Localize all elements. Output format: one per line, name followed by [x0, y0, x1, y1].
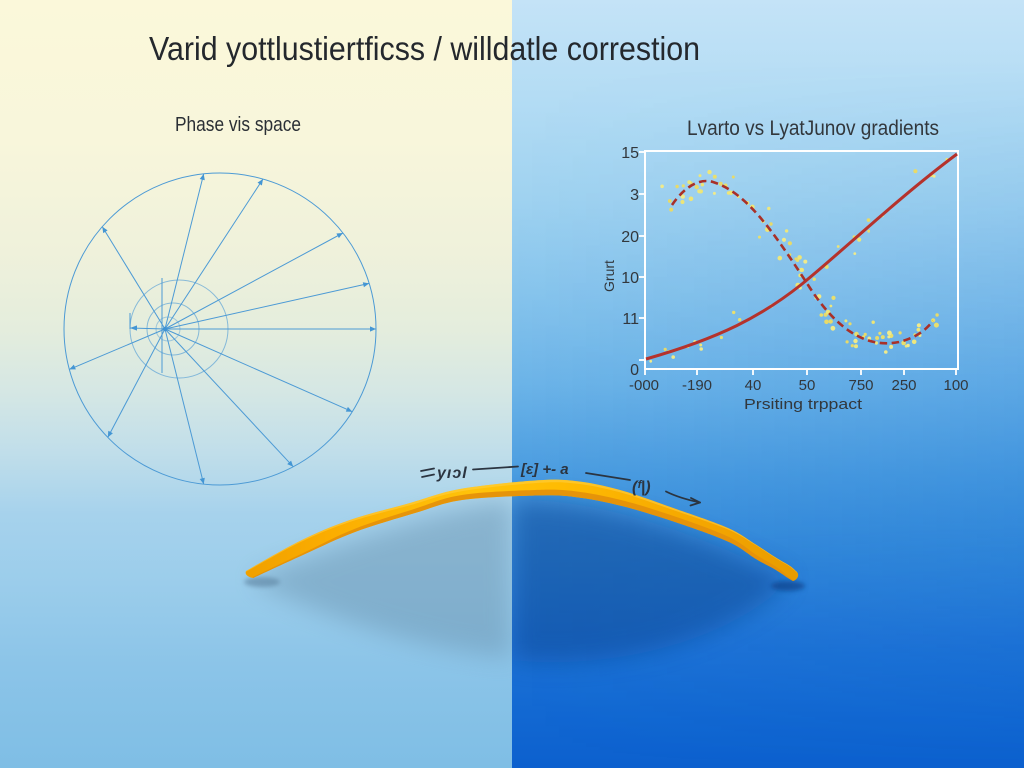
svg-text:Phase vis space: Phase vis space [175, 114, 301, 136]
svg-text:Lvarto vs LyatJunov gradients: Lvarto vs LyatJunov gradients [687, 117, 939, 140]
svg-text:50: 50 [799, 377, 816, 394]
svg-text:10: 10 [621, 270, 639, 287]
svg-text:-190: -190 [682, 377, 712, 394]
svg-text:40: 40 [745, 377, 762, 394]
svg-text:11: 11 [622, 311, 639, 328]
svg-text:Varid yottlustiertficss / will: Varid yottlustiertficss / willdatle corr… [149, 30, 700, 67]
svg-text:(ᶠ|): (ᶠ|) [632, 479, 651, 496]
svg-text:3: 3 [630, 187, 639, 204]
svg-text:Grurt: Grurt [601, 260, 617, 292]
svg-text:Prsiting trppact: Prsiting trppact [744, 396, 863, 413]
svg-text:750: 750 [848, 377, 873, 394]
svg-text:15: 15 [621, 145, 639, 162]
svg-text:[ɛ] +- a: [ɛ] +- a [520, 461, 569, 478]
svg-text:0: 0 [630, 362, 639, 379]
svg-text:20: 20 [621, 229, 639, 246]
svg-text:-000: -000 [629, 377, 659, 394]
svg-text:100: 100 [943, 377, 968, 394]
svg-text:yıɔl: yıɔl [436, 465, 468, 482]
svg-text:250: 250 [891, 377, 916, 394]
